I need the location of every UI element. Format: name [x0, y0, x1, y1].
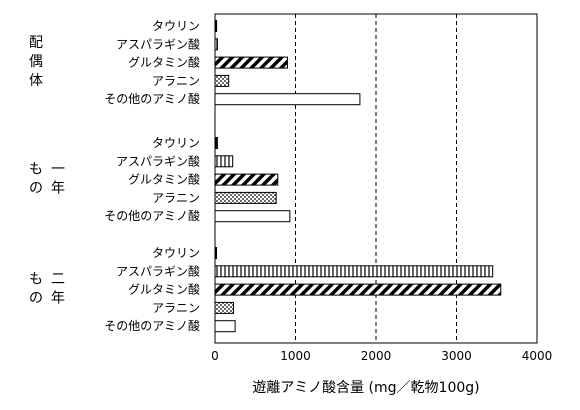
bars: [214, 20, 502, 333]
category-label: アラニン: [152, 301, 200, 315]
category-label: アラニン: [152, 74, 200, 88]
bar-3-4: [214, 301, 235, 314]
x-axis-title: 遊離アミノ酸含量 (mg／乾物100g): [252, 379, 479, 396]
category-label: グルタミン酸: [128, 172, 200, 187]
bar-1-5: [214, 93, 361, 106]
category-label: グルタミン酸: [128, 282, 200, 297]
group-label-char: 年: [51, 291, 65, 307]
bar-3-5: [214, 320, 236, 333]
group-label-char: 二: [51, 272, 65, 288]
category-label: アスパラギン酸: [116, 36, 200, 51]
category-label: その他のアミノ酸: [104, 91, 200, 106]
bar-2-5: [214, 210, 291, 223]
category-label: アラニン: [152, 191, 200, 205]
group-label-char: も: [29, 162, 43, 178]
category-label: その他のアミノ酸: [104, 318, 200, 333]
bar-3-3: [214, 283, 502, 296]
category-label: タウリン: [152, 246, 200, 260]
bar-3-2: [214, 265, 494, 278]
axes: [214, 13, 538, 344]
category-label: タウリン: [152, 136, 200, 150]
group-label-char: の: [29, 291, 43, 307]
category-label: アスパラギン酸: [116, 263, 200, 278]
group-label-char: 年: [51, 181, 65, 197]
group-label-char: 配: [29, 35, 43, 51]
x-tick-label: 2000: [361, 349, 392, 363]
group-label-char: 体: [29, 73, 43, 89]
bar-2-2: [214, 155, 234, 168]
x-tick-label: 1000: [280, 349, 311, 363]
group-label-char: 一: [51, 162, 65, 178]
group-label-char: の: [29, 181, 43, 197]
category-labels: タウリンアスパラギン酸グルタミン酸アラニンその他のアミノ酸タウリンアスパラギン酸…: [104, 19, 200, 333]
plot-area-frame: [214, 13, 538, 344]
x-tick-label: 3000: [441, 349, 472, 363]
x-tick-label: 4000: [522, 349, 553, 363]
category-label: アスパラギン酸: [116, 153, 200, 168]
bar-1-4: [214, 74, 230, 87]
bar-2-3: [214, 173, 279, 186]
bar-1-3: [214, 56, 288, 69]
group-label-char: も: [29, 272, 43, 288]
group-label-char: 偶: [29, 54, 43, 70]
x-tick-label: 0: [211, 349, 219, 363]
category-label: その他のアミノ酸: [104, 208, 200, 223]
x-tick-labels: 0 1000 2000 3000 4000: [211, 349, 552, 363]
category-label: タウリン: [152, 19, 200, 33]
category-label: グルタミン酸: [128, 55, 200, 70]
bar-2-4: [214, 191, 277, 204]
